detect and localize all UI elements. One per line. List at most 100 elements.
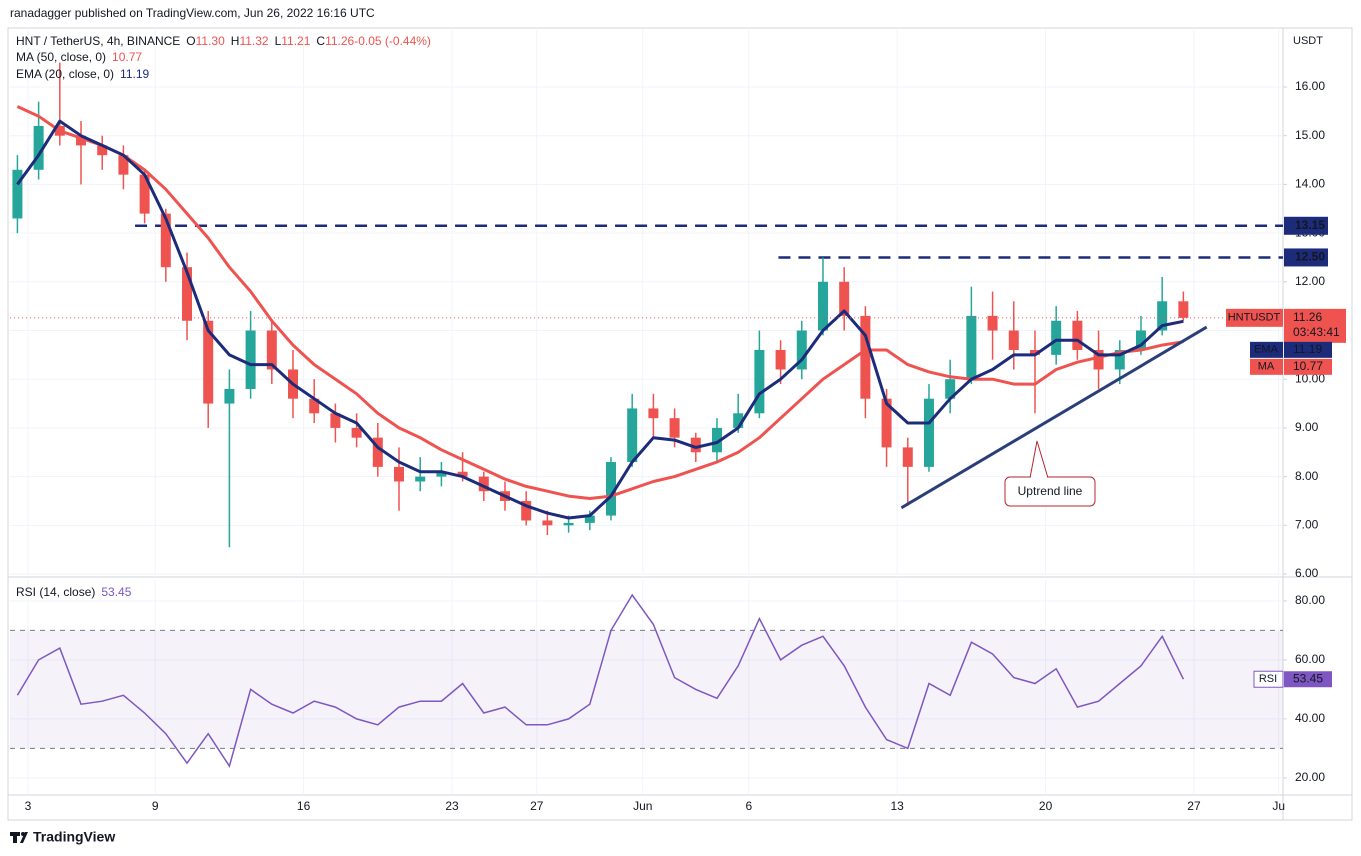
level-tag bbox=[1284, 216, 1328, 235]
series-tag bbox=[1250, 341, 1283, 358]
candle-body bbox=[1157, 301, 1168, 331]
candle-body bbox=[711, 427, 722, 453]
legend-value: 11.19 bbox=[120, 67, 149, 81]
y-tick-label: 6.00 bbox=[1295, 566, 1319, 580]
y-tick-label: 40.00 bbox=[1295, 711, 1325, 725]
series-value-label: 11.19 bbox=[1293, 342, 1322, 356]
symbol-tag-label: HNTUSDT bbox=[1228, 312, 1281, 324]
candle-body bbox=[351, 427, 362, 438]
candle-body bbox=[860, 315, 871, 399]
y-tick-label: 9.00 bbox=[1295, 420, 1319, 434]
candle-body bbox=[203, 320, 214, 404]
legend-name: EMA (20, close, 0) bbox=[16, 67, 114, 81]
candle-body bbox=[118, 155, 129, 175]
price-tag-label: 11.26 bbox=[1293, 310, 1322, 324]
x-tick-label: Jun bbox=[633, 799, 652, 813]
series-tag bbox=[1250, 358, 1283, 375]
y-tick-label: 12.00 bbox=[1295, 274, 1325, 288]
legend-value: 11.21 bbox=[281, 34, 310, 48]
legend: MA (50, close, 0) 10.77 bbox=[16, 50, 142, 64]
candle-body bbox=[733, 413, 744, 428]
y-tick-label: 20.00 bbox=[1295, 770, 1325, 784]
y-tick-label: 60.00 bbox=[1295, 652, 1325, 666]
y-tick-label: 8.00 bbox=[1295, 469, 1319, 483]
brand: TradingView bbox=[33, 829, 115, 845]
legend-key: L bbox=[275, 34, 282, 48]
series-tag-label: EMA bbox=[1254, 344, 1279, 356]
candle-body bbox=[648, 408, 659, 419]
candle-body bbox=[1135, 330, 1146, 350]
candle-body bbox=[627, 408, 638, 463]
candle-body bbox=[1072, 320, 1083, 350]
series-value-tag bbox=[1284, 358, 1332, 375]
candle-body bbox=[881, 398, 892, 448]
legend-value: 53.45 bbox=[101, 585, 131, 599]
candle-body bbox=[394, 466, 405, 482]
candle-body bbox=[775, 349, 786, 370]
series-value-label: 10.77 bbox=[1293, 359, 1323, 373]
x-tick-label: 20 bbox=[1039, 799, 1053, 813]
candle-body bbox=[966, 315, 977, 380]
candle-body bbox=[33, 125, 44, 170]
rsi-band-fill bbox=[10, 630, 1283, 749]
series-tag-label: MA bbox=[1258, 361, 1275, 373]
candle-body bbox=[945, 379, 956, 399]
candle-body bbox=[1029, 349, 1040, 355]
legend-title: HNT / TetherUS, 4h, BINANCE bbox=[16, 34, 180, 48]
x-tick-label: 9 bbox=[152, 799, 159, 813]
candle-body bbox=[97, 145, 108, 156]
candle-body bbox=[584, 515, 595, 523]
legend-value: 10.77 bbox=[112, 50, 142, 64]
candle-body bbox=[542, 520, 553, 526]
candle-body bbox=[245, 330, 256, 389]
legend-key: H bbox=[231, 34, 240, 48]
candle-body bbox=[987, 315, 998, 331]
candle-body bbox=[690, 437, 701, 453]
candle-body bbox=[521, 500, 532, 521]
candle-body bbox=[839, 281, 850, 316]
candle-body bbox=[902, 447, 913, 467]
legend: RSI (14, close) 53.45 bbox=[16, 585, 132, 599]
x-tick-label: 13 bbox=[890, 799, 904, 813]
series-value-tag bbox=[1284, 341, 1332, 358]
level-tag bbox=[1284, 248, 1328, 267]
candle-body bbox=[415, 476, 426, 482]
rsi-value-tag bbox=[1284, 671, 1332, 688]
annotation-pointer bbox=[1029, 440, 1049, 479]
candle-body bbox=[1008, 330, 1019, 350]
level-tag-label: 12.50 bbox=[1295, 250, 1325, 264]
y-tick-label: 14.00 bbox=[1295, 177, 1325, 191]
level-tag-label: 13.15 bbox=[1295, 218, 1325, 232]
candle-body bbox=[1114, 349, 1125, 370]
candle-body bbox=[330, 413, 341, 428]
candle-body bbox=[817, 281, 828, 331]
x-tick-label: 16 bbox=[297, 799, 311, 813]
candle-body bbox=[182, 267, 193, 321]
candle-body bbox=[923, 398, 934, 467]
x-tick-label: 23 bbox=[445, 799, 459, 813]
candle-body bbox=[796, 330, 807, 370]
legend-value: 11.32 bbox=[239, 34, 268, 48]
y-tick-label: 10.00 bbox=[1295, 371, 1325, 385]
candle-body bbox=[139, 174, 150, 214]
trendline bbox=[900, 325, 1208, 510]
indicator-line bbox=[16, 105, 1184, 500]
legend-name: MA (50, close, 0) bbox=[16, 50, 106, 64]
y-tick-label: 16.00 bbox=[1295, 79, 1325, 93]
x-tick-label: 6 bbox=[745, 799, 752, 813]
candle-body bbox=[1178, 301, 1189, 318]
price-tag bbox=[1284, 308, 1346, 343]
countdown: 03:43:41 bbox=[1293, 325, 1340, 339]
y-tick-label: 80.00 bbox=[1295, 593, 1325, 607]
rsi-line bbox=[16, 593, 1185, 768]
candle-body bbox=[669, 418, 680, 438]
candle-body bbox=[309, 398, 320, 414]
y-tick-label: 15.00 bbox=[1295, 128, 1325, 142]
legend-name: RSI (14, close) bbox=[16, 585, 95, 599]
x-tick-label: Ju bbox=[1272, 799, 1285, 813]
rsi-tag bbox=[1253, 670, 1284, 688]
candle-body bbox=[372, 437, 383, 467]
y-tick-label: 7.00 bbox=[1295, 517, 1319, 531]
legend-value: 11.30 bbox=[196, 34, 225, 48]
